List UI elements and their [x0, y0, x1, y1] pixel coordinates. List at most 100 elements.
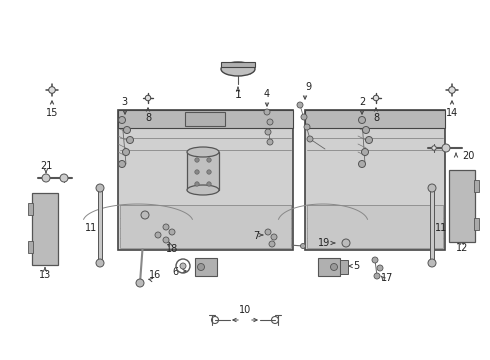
Circle shape: [141, 211, 149, 219]
Bar: [340, 260, 348, 274]
Ellipse shape: [187, 185, 219, 195]
Circle shape: [123, 126, 130, 134]
Ellipse shape: [221, 62, 255, 76]
Circle shape: [304, 124, 310, 130]
Circle shape: [119, 117, 125, 123]
Circle shape: [163, 224, 169, 230]
Circle shape: [126, 136, 133, 144]
Circle shape: [428, 259, 436, 267]
Circle shape: [195, 182, 199, 186]
Bar: [187, 152, 219, 190]
Bar: [474, 218, 479, 230]
Bar: [305, 110, 445, 128]
Bar: [305, 110, 445, 250]
Circle shape: [96, 184, 104, 192]
Text: 13: 13: [39, 270, 51, 280]
Circle shape: [442, 144, 450, 152]
Bar: [28, 241, 33, 253]
Circle shape: [207, 158, 211, 162]
Bar: [185, 112, 225, 126]
Text: 18: 18: [166, 244, 178, 254]
Circle shape: [330, 264, 338, 270]
Circle shape: [180, 263, 186, 269]
Text: 16: 16: [149, 270, 161, 280]
Text: 17: 17: [381, 273, 393, 283]
Circle shape: [374, 273, 380, 279]
Text: 5: 5: [353, 261, 359, 271]
Text: 6: 6: [172, 267, 178, 277]
Text: 7: 7: [253, 231, 259, 241]
Circle shape: [197, 264, 204, 270]
Circle shape: [119, 161, 125, 167]
Circle shape: [359, 161, 366, 167]
Bar: [195, 258, 217, 276]
Circle shape: [307, 136, 313, 142]
Circle shape: [271, 234, 277, 240]
Circle shape: [363, 126, 369, 134]
Text: 19: 19: [318, 238, 330, 248]
Circle shape: [42, 174, 50, 182]
Bar: [318, 258, 340, 276]
Circle shape: [195, 170, 199, 174]
Bar: [474, 180, 479, 192]
Circle shape: [62, 176, 66, 180]
Bar: [120, 205, 291, 248]
Ellipse shape: [187, 147, 219, 157]
Circle shape: [264, 109, 270, 115]
Circle shape: [207, 170, 211, 174]
Circle shape: [265, 229, 271, 235]
Circle shape: [265, 129, 271, 135]
Text: 14: 14: [446, 108, 458, 118]
Circle shape: [60, 174, 68, 182]
Circle shape: [428, 184, 436, 192]
Bar: [307, 205, 443, 248]
Bar: [449, 170, 475, 242]
Circle shape: [297, 102, 303, 108]
Circle shape: [301, 114, 307, 120]
Text: 12: 12: [456, 243, 468, 253]
Text: 9: 9: [305, 82, 311, 92]
Circle shape: [449, 87, 455, 93]
Bar: [221, 62, 255, 67]
Bar: [118, 110, 293, 128]
Bar: [28, 203, 33, 215]
Circle shape: [136, 279, 144, 287]
Circle shape: [432, 146, 436, 150]
Text: 11: 11: [435, 223, 447, 233]
Text: 10: 10: [239, 305, 251, 315]
Text: 2: 2: [359, 97, 365, 107]
Circle shape: [373, 95, 379, 101]
Text: 20: 20: [462, 151, 474, 161]
Text: 8: 8: [145, 113, 151, 123]
Bar: [430, 188, 434, 263]
Circle shape: [195, 158, 199, 162]
Circle shape: [145, 95, 151, 101]
Circle shape: [155, 232, 161, 238]
Text: 15: 15: [46, 108, 58, 118]
Circle shape: [362, 149, 368, 156]
Text: 21: 21: [40, 161, 52, 171]
Circle shape: [267, 139, 273, 145]
Circle shape: [207, 182, 211, 186]
Circle shape: [366, 136, 372, 144]
Circle shape: [359, 117, 366, 123]
Circle shape: [163, 237, 169, 243]
Circle shape: [122, 149, 129, 156]
Text: 4: 4: [264, 89, 270, 99]
Bar: [98, 188, 102, 263]
Circle shape: [300, 243, 305, 248]
Circle shape: [169, 229, 175, 235]
Circle shape: [96, 259, 104, 267]
Text: 3: 3: [121, 97, 127, 107]
Circle shape: [49, 87, 55, 93]
Bar: [118, 110, 293, 250]
Text: 11: 11: [85, 223, 97, 233]
Circle shape: [267, 119, 273, 125]
Text: 1: 1: [235, 90, 242, 100]
Circle shape: [372, 257, 378, 263]
Text: 8: 8: [373, 113, 379, 123]
Circle shape: [269, 241, 275, 247]
Circle shape: [342, 239, 350, 247]
Circle shape: [377, 265, 383, 271]
Bar: [32, 193, 58, 265]
